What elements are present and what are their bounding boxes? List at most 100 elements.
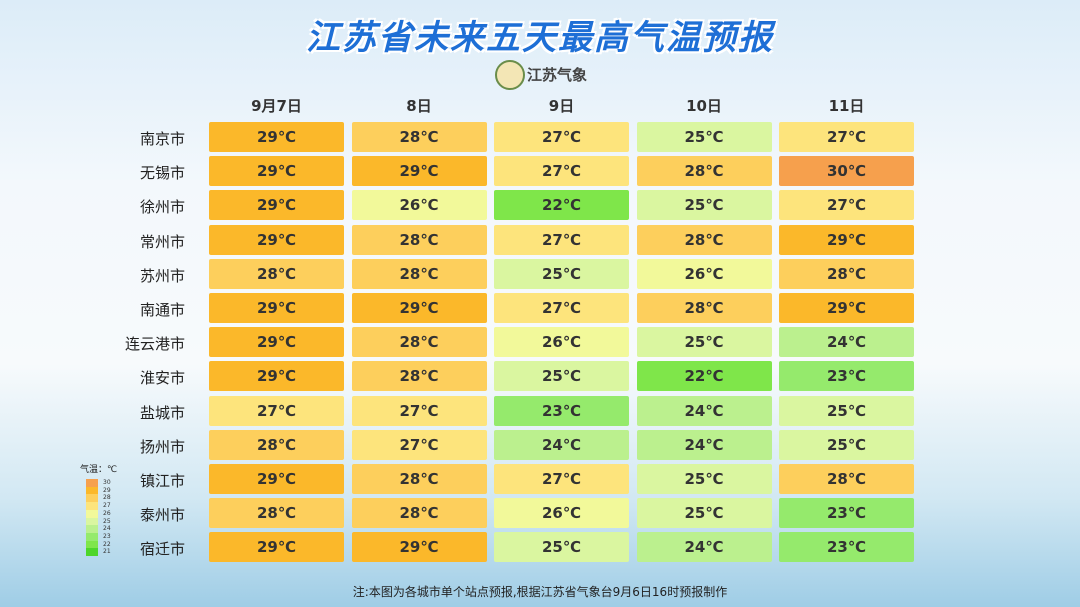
legend-title: 气温：℃ — [80, 465, 118, 475]
temp-cell: 29℃ — [209, 464, 344, 494]
logo-icon — [495, 60, 525, 90]
temp-cell: 29℃ — [779, 224, 914, 255]
temp-cell: 25℃ — [636, 327, 772, 358]
temp-cell: 27℃ — [351, 395, 487, 426]
row-label: 南通市 — [139, 301, 185, 319]
row-label: 淮安市 — [139, 369, 185, 388]
legend-label: 22 — [103, 540, 111, 548]
temp-cell: 28℃ — [779, 258, 914, 289]
column-header: 11日 — [828, 97, 865, 115]
temp-cell: 25℃ — [636, 122, 772, 152]
temp-cell: 24℃ — [779, 327, 914, 358]
temp-cell: 25℃ — [779, 395, 914, 426]
legend-label: 28 — [103, 494, 111, 502]
temp-cell: 25℃ — [636, 464, 772, 494]
legend-swatch — [86, 532, 98, 541]
temp-cell: 27℃ — [494, 156, 629, 187]
temp-cell: 25℃ — [636, 498, 772, 529]
legend-label: 27 — [103, 502, 111, 510]
temp-cell: 29℃ — [209, 190, 344, 221]
temp-cell: 29℃ — [351, 532, 487, 563]
row-label: 宿迁市 — [139, 540, 185, 559]
temp-cell: 28℃ — [351, 327, 487, 358]
column-header: 9月7日 — [251, 97, 302, 115]
legend-label: 21 — [103, 548, 111, 556]
temp-cell: 23℃ — [779, 361, 914, 392]
legend-label: 26 — [103, 509, 111, 517]
temp-cell: 27℃ — [494, 224, 629, 255]
row-label: 苏州市 — [139, 266, 185, 285]
column-header: 10日 — [686, 97, 722, 115]
row-label: 泰州市 — [139, 506, 185, 525]
row-label: 盐城市 — [139, 403, 185, 422]
legend-label: 30 — [103, 479, 111, 486]
temp-cell: 28℃ — [636, 293, 772, 323]
temp-cell: 26℃ — [351, 190, 487, 221]
temp-cell: 28℃ — [779, 464, 914, 494]
temp-cell: 29℃ — [209, 361, 344, 392]
temp-cell: 27℃ — [779, 122, 914, 152]
temp-cell: 25℃ — [636, 190, 772, 221]
title: 江苏省未来五天最高气温预报 — [306, 18, 774, 58]
temp-cell: 29℃ — [209, 532, 344, 563]
temp-cell: 27℃ — [779, 190, 914, 221]
footnote: 注:本图为各城市单个站点预报,根据江苏省气象台9月6日16时预报制作 — [352, 585, 728, 599]
temp-cell: 28℃ — [351, 361, 487, 392]
temp-cell: 24℃ — [636, 395, 772, 426]
legend-swatch — [86, 517, 98, 526]
temp-cell: 28℃ — [351, 498, 487, 529]
temp-cell: 28℃ — [636, 224, 772, 255]
row-label: 南京市 — [139, 130, 185, 148]
temp-cell: 29℃ — [209, 122, 344, 152]
row-label: 连云港市 — [124, 335, 185, 354]
temp-cell: 28℃ — [636, 156, 772, 187]
temp-cell: 28℃ — [209, 429, 344, 460]
temp-cell: 24℃ — [636, 532, 772, 563]
temp-cell: 29℃ — [209, 156, 344, 187]
temp-cell: 28℃ — [351, 122, 487, 152]
temp-cell: 23℃ — [779, 498, 914, 529]
temp-cell: 26℃ — [636, 258, 772, 289]
legend-swatch — [86, 525, 98, 534]
temp-cell: 25℃ — [494, 532, 629, 563]
temp-cell: 27℃ — [494, 293, 629, 323]
temp-cell: 27℃ — [209, 395, 344, 426]
temp-cell: 28℃ — [351, 224, 487, 255]
legend-swatch — [86, 548, 98, 557]
temp-cell: 25℃ — [494, 258, 629, 289]
row-label: 无锡市 — [139, 164, 185, 183]
temp-cell: 26℃ — [494, 498, 629, 529]
temp-cell: 22℃ — [494, 190, 629, 221]
legend-swatch — [86, 502, 98, 511]
temp-cell: 28℃ — [209, 498, 344, 529]
legend-swatch — [86, 494, 98, 503]
legend-swatch — [86, 540, 98, 549]
row-label: 扬州市 — [139, 437, 185, 456]
temp-cell: 27℃ — [494, 464, 629, 494]
temp-cell: 24℃ — [636, 429, 772, 460]
temp-cell: 27℃ — [494, 122, 629, 152]
legend-label: 24 — [103, 525, 111, 533]
temp-cell: 29℃ — [351, 156, 487, 187]
legend-label: 25 — [103, 517, 111, 525]
temp-cell: 29℃ — [209, 293, 344, 323]
logo-text: 江苏气象 — [527, 66, 588, 84]
temp-cell: 29℃ — [209, 224, 344, 255]
temp-cell: 27℃ — [351, 429, 487, 460]
legend-swatch — [86, 486, 98, 495]
column-header: 8日 — [406, 97, 432, 115]
column-header: 9日 — [548, 97, 575, 115]
temp-cell: 29℃ — [779, 293, 914, 323]
temp-cell: 28℃ — [209, 258, 344, 289]
temp-cell: 25℃ — [779, 429, 914, 460]
row-label: 徐州市 — [139, 198, 185, 217]
temp-cell: 29℃ — [209, 327, 344, 358]
row-label: 镇江市 — [139, 472, 185, 490]
temp-cell: 30℃ — [779, 156, 914, 187]
temp-cell: 29℃ — [351, 293, 487, 323]
legend-label: 29 — [103, 486, 111, 494]
legend-label: 23 — [103, 532, 111, 540]
legend-swatch — [86, 479, 98, 487]
temp-cell: 24℃ — [494, 429, 629, 460]
